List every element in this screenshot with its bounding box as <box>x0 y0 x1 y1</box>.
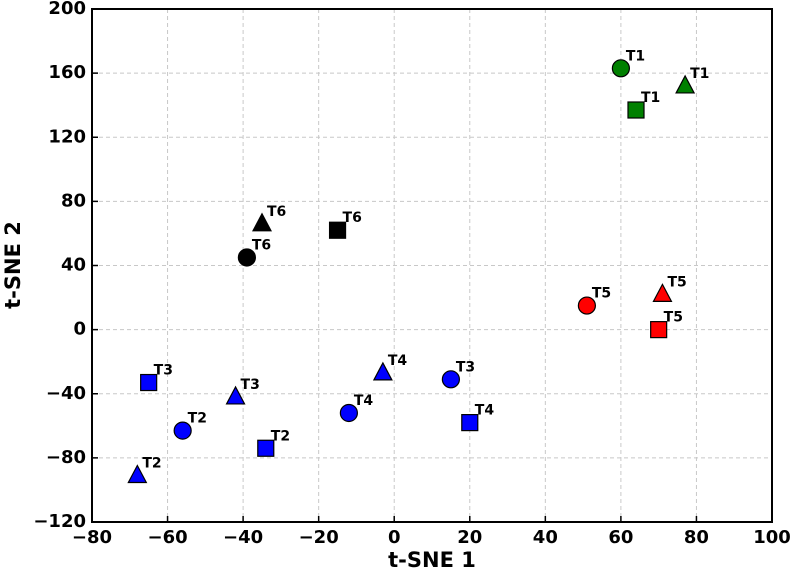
point-label: T6 <box>267 204 286 220</box>
point <box>140 373 158 392</box>
point <box>237 248 256 267</box>
point <box>328 221 347 239</box>
x-axis-label: t-SNE 1 <box>388 548 476 572</box>
point-label: T6 <box>343 210 362 226</box>
x-tick-label: 60 <box>608 527 633 548</box>
point <box>173 421 192 440</box>
y-tick-label: −40 <box>46 383 86 404</box>
x-tick-label: −60 <box>147 527 187 548</box>
y-tick-label: 120 <box>48 126 86 147</box>
point-label: T2 <box>142 456 161 472</box>
point <box>577 296 596 315</box>
y-tick-label: 80 <box>61 190 86 211</box>
point-label: T5 <box>667 274 686 290</box>
x-tick-label: 0 <box>388 527 401 548</box>
x-tick-label: 40 <box>533 527 558 548</box>
y-tick-label: 200 <box>48 0 86 19</box>
point <box>372 361 393 381</box>
point-label: T6 <box>252 237 271 253</box>
point <box>652 283 673 302</box>
point-label: T1 <box>690 66 709 82</box>
point <box>252 212 272 232</box>
y-tick-label: 40 <box>61 255 86 276</box>
plot-frame <box>91 8 773 523</box>
x-tick-label: 80 <box>684 527 709 548</box>
point-label: T2 <box>271 428 290 444</box>
y-axis-label: t-SNE 2 <box>1 221 25 309</box>
point-label: T3 <box>154 363 173 379</box>
point <box>461 414 479 432</box>
point-label: T5 <box>592 286 611 302</box>
point-label: T5 <box>664 310 683 326</box>
point-label: T3 <box>456 359 475 375</box>
x-tick-label: −80 <box>72 527 112 548</box>
point-label: T3 <box>241 377 260 393</box>
point <box>339 403 358 423</box>
point-label: T4 <box>475 403 495 419</box>
point <box>611 59 630 78</box>
y-tick-label: −120 <box>33 511 86 532</box>
point <box>627 101 645 119</box>
x-tick-label: −40 <box>223 527 263 548</box>
y-tick-label: 0 <box>73 319 86 340</box>
point <box>650 321 668 339</box>
point-label: T2 <box>188 411 207 427</box>
point <box>225 385 246 405</box>
point-label: T4 <box>354 393 374 409</box>
x-tick-label: 100 <box>753 527 791 548</box>
point-label: T4 <box>388 353 408 369</box>
point <box>675 74 696 94</box>
y-tick-label: −80 <box>46 447 86 468</box>
y-tick-label: 160 <box>48 62 86 83</box>
point <box>257 439 275 457</box>
point <box>441 370 460 389</box>
point-label: T1 <box>641 90 660 106</box>
x-tick-label: 20 <box>457 527 482 548</box>
point <box>127 464 148 484</box>
x-tick-label: −20 <box>299 527 339 548</box>
point-label: T1 <box>626 48 645 64</box>
